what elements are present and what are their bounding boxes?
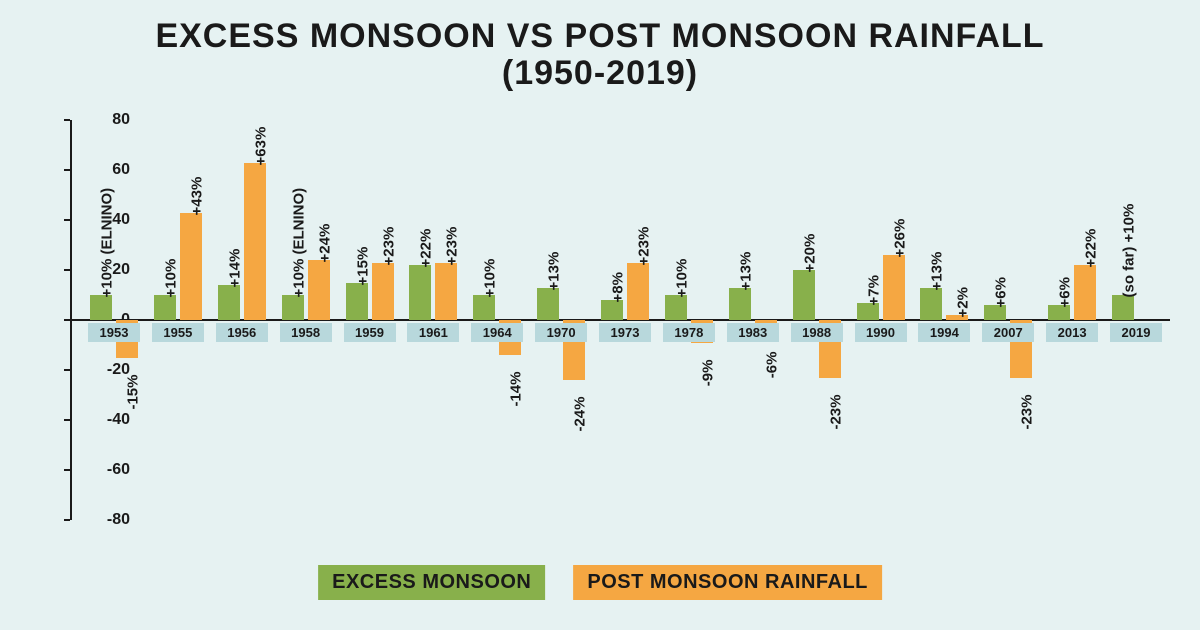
bar-excess — [409, 265, 431, 320]
bar-label-excess: +6% — [993, 277, 1010, 307]
legend: EXCESS MONSOON POST MONSOON RAINFALL — [318, 565, 882, 600]
bar-label-excess: +10% — [673, 259, 690, 298]
bar-post — [435, 263, 457, 321]
legend-swatch-excess: EXCESS MONSOON — [318, 565, 545, 600]
bar-excess — [537, 288, 559, 321]
bar-post — [1074, 265, 1096, 320]
bar-post — [308, 260, 330, 320]
year-label: 1973 — [599, 323, 651, 342]
year-label: 1953 — [88, 323, 140, 342]
y-tick-label: 60 — [80, 161, 130, 179]
y-tick-label: -80 — [80, 511, 130, 529]
bar-label-excess: +10% — [162, 259, 179, 298]
bar-label-excess: +20% — [801, 234, 818, 273]
year-label: 1956 — [216, 323, 268, 342]
year-label: 1978 — [663, 323, 715, 342]
bar-label-post: -6% — [763, 352, 780, 379]
year-label: 1959 — [344, 323, 396, 342]
bar-label-excess: (so far) +10% — [1121, 204, 1138, 298]
year-label: 1983 — [727, 323, 779, 342]
legend-item-post: POST MONSOON RAINFALL — [573, 565, 882, 600]
year-label: 1955 — [152, 323, 204, 342]
year-label: 1970 — [535, 323, 587, 342]
legend-item-excess: EXCESS MONSOON — [318, 565, 545, 600]
year-label: 1961 — [407, 323, 459, 342]
bar-excess — [793, 270, 815, 320]
y-tick-label: -20 — [80, 361, 130, 379]
bar-label-excess: +10% (ELNINO) — [99, 188, 116, 298]
bar-label-excess: +10% (ELNINO) — [290, 188, 307, 298]
bar-post — [244, 163, 266, 321]
year-label: 1990 — [855, 323, 907, 342]
bar-label-post: -14% — [508, 372, 525, 407]
bar-post — [180, 213, 202, 321]
bar-label-post: +26% — [891, 219, 908, 258]
bar-excess — [601, 300, 623, 320]
y-tick-label: -40 — [80, 411, 130, 429]
bar-label-post: +63% — [252, 126, 269, 165]
bar-label-post: +2% — [955, 287, 972, 317]
bar-label-post: -24% — [572, 397, 589, 432]
bar-label-excess: +13% — [546, 251, 563, 290]
bar-label-excess: +13% — [737, 251, 754, 290]
bar-post — [627, 263, 649, 321]
bar-excess — [218, 285, 240, 320]
bar-excess — [154, 295, 176, 320]
bar-label-post: +23% — [380, 226, 397, 265]
year-label: 1964 — [471, 323, 523, 342]
bar-post — [883, 255, 905, 320]
bar-post — [372, 263, 394, 321]
chart-plot-area: -80-60-40-20020406080+10% (ELNINO)-15%19… — [70, 120, 1170, 520]
bar-label-post: +43% — [188, 176, 205, 215]
year-label: 1958 — [280, 323, 332, 342]
bar-excess — [729, 288, 751, 321]
year-label: 2013 — [1046, 323, 1098, 342]
bar-label-post: +23% — [444, 226, 461, 265]
bar-excess — [282, 295, 304, 320]
bar-label-post: +22% — [1083, 229, 1100, 268]
bar-label-excess: +6% — [1057, 277, 1074, 307]
bar-label-post: -23% — [1019, 394, 1036, 429]
bar-label-post: +24% — [316, 224, 333, 263]
bar-label-excess: +14% — [226, 249, 243, 288]
bar-excess — [665, 295, 687, 320]
bar-label-excess: +22% — [418, 229, 435, 268]
y-tick-label: -60 — [80, 461, 130, 479]
bar-excess — [90, 295, 112, 320]
bar-label-post: +23% — [636, 226, 653, 265]
bar-label-post: -15% — [125, 374, 142, 409]
title-line-1: EXCESS MONSOON VS POST MONSOON RAINFALL — [0, 18, 1200, 55]
bar-label-post: -23% — [827, 394, 844, 429]
bar-label-excess: +10% — [482, 259, 499, 298]
title-line-2: (1950-2019) — [0, 55, 1200, 92]
bar-excess — [346, 283, 368, 321]
year-label: 1988 — [791, 323, 843, 342]
year-label: 1994 — [918, 323, 970, 342]
bar-excess — [473, 295, 495, 320]
year-label: 2007 — [982, 323, 1034, 342]
bar-label-post: -9% — [699, 359, 716, 386]
bar-label-excess: +13% — [929, 251, 946, 290]
bar-label-excess: +15% — [354, 246, 371, 285]
bar-label-excess: +7% — [865, 275, 882, 305]
bar-excess — [920, 288, 942, 321]
bar-excess — [1112, 295, 1134, 320]
year-label: 2019 — [1110, 323, 1162, 342]
legend-swatch-post: POST MONSOON RAINFALL — [573, 565, 882, 600]
y-tick-label: 80 — [80, 111, 130, 129]
bar-label-excess: +8% — [610, 272, 627, 302]
chart-title: EXCESS MONSOON VS POST MONSOON RAINFALL … — [0, 0, 1200, 93]
